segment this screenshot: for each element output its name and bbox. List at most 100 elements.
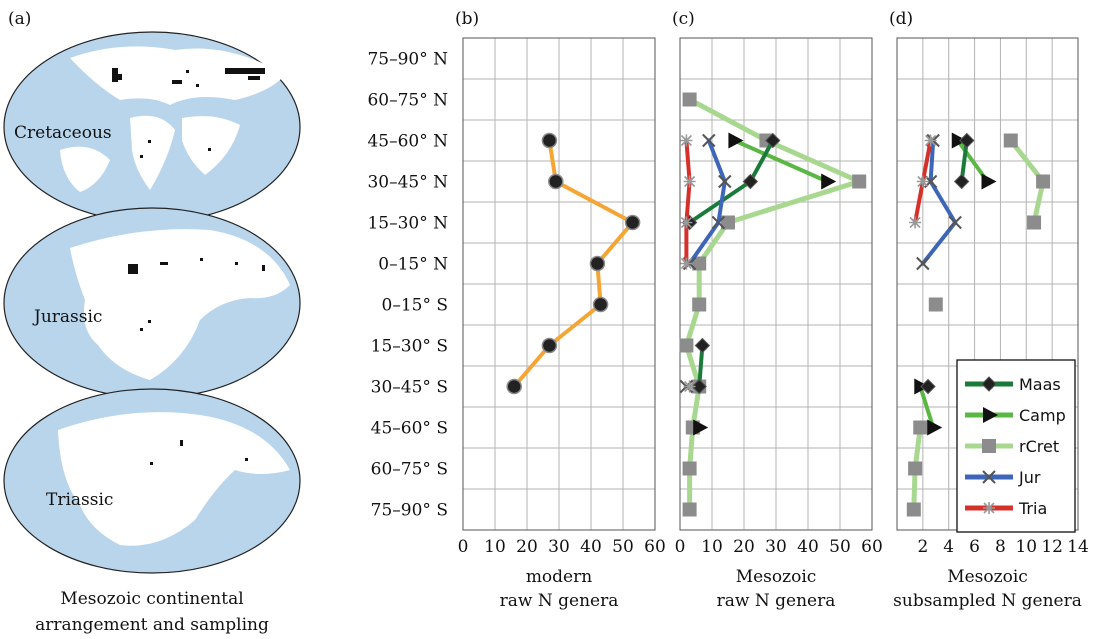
series-rcret xyxy=(906,133,1051,517)
series-line xyxy=(920,220,958,266)
panel-label: (b) xyxy=(455,9,479,29)
x-tick-label: 40 xyxy=(580,537,602,557)
fossil-localities xyxy=(112,68,265,158)
series-line xyxy=(706,138,727,184)
data-point xyxy=(916,256,930,271)
plot-frame xyxy=(462,37,656,531)
legend-entry-maas: Maas xyxy=(965,375,1061,394)
x-tick-label: 12 xyxy=(1041,537,1063,557)
data-point xyxy=(959,132,975,149)
series-line xyxy=(732,138,830,184)
series-camp xyxy=(914,132,997,436)
data-point xyxy=(920,378,936,395)
latitude-band-label: 75–90° S xyxy=(371,501,448,521)
x-tick-label: 0 xyxy=(458,537,469,557)
series-line xyxy=(763,138,862,184)
data-point xyxy=(692,297,707,312)
legend: Maas Camp rCret Jur Tria xyxy=(956,359,1076,533)
data-point xyxy=(682,461,697,476)
legend-entry-tria: Tria xyxy=(965,499,1047,518)
panel-a: (a) Cretaceous xyxy=(3,9,301,635)
x-axis-label: modern xyxy=(526,567,592,587)
data-point xyxy=(948,215,962,230)
x-tick-label: 60 xyxy=(861,537,883,557)
data-point xyxy=(548,173,564,190)
data-point xyxy=(742,173,759,190)
data-point xyxy=(1003,133,1018,148)
fossil-localities xyxy=(150,440,248,465)
legend-entry-camp: Camp xyxy=(965,406,1066,425)
x-tick-label: 60 xyxy=(644,537,666,557)
series-line xyxy=(928,179,958,225)
latitude-band-label: 30–45° N xyxy=(367,173,448,193)
data-point xyxy=(983,502,995,514)
data-point xyxy=(589,255,606,272)
x-axis-label: Mesozoic xyxy=(947,567,1028,587)
legend-entry-rcret: rCret xyxy=(965,437,1059,456)
series-line xyxy=(725,179,862,225)
latitude-band-label: 60–75° N xyxy=(367,91,448,111)
series-line xyxy=(595,220,635,266)
x-axis-label: subsampled N genera xyxy=(893,591,1082,611)
data-point xyxy=(953,173,970,190)
map-cretaceous: Cretaceous xyxy=(3,31,301,223)
data-point xyxy=(765,132,781,149)
latitude-axis: 75–90° N 60–75° N 45–60° N 30–45° N 15–30° N… xyxy=(367,50,448,521)
map-landmass xyxy=(182,116,240,175)
latitude-band-label: 75–90° N xyxy=(367,50,448,70)
panel-label: (d) xyxy=(889,9,913,29)
data-point xyxy=(683,175,696,188)
data-point xyxy=(906,502,921,517)
series-line xyxy=(553,179,635,225)
x-axis-label: raw N genera xyxy=(500,591,619,611)
data-point xyxy=(680,257,693,270)
data-point xyxy=(821,173,837,190)
series-line xyxy=(920,138,933,184)
data-point xyxy=(983,407,998,423)
data-point xyxy=(852,174,867,189)
data-point xyxy=(592,296,609,313)
x-tick-label: 20 xyxy=(516,537,538,557)
panel-a-label: (a) xyxy=(8,9,31,29)
data-point xyxy=(924,134,937,147)
data-point xyxy=(981,173,997,190)
map-landmass xyxy=(70,229,290,380)
data-point xyxy=(694,337,711,354)
map-landmass xyxy=(130,115,175,190)
data-point xyxy=(682,502,697,517)
data-point xyxy=(721,215,735,230)
series-line xyxy=(928,138,936,184)
map-triassic: Triassic xyxy=(3,388,301,574)
series-maas xyxy=(681,132,781,395)
panel-a-caption-line1: Mesozoic continental xyxy=(60,589,243,609)
data-point xyxy=(541,132,558,149)
map-landmass xyxy=(58,412,290,546)
series-line xyxy=(748,138,775,184)
map-label: Triassic xyxy=(46,490,113,510)
data-point xyxy=(982,470,996,484)
panel-b: (b) 0 10 20 30 40 50 60 modern raw N genera xyxy=(455,9,666,611)
data-point xyxy=(691,378,707,395)
legend-entry-jur: Jur xyxy=(965,468,1041,487)
x-tick-label: 8 xyxy=(995,537,1006,557)
x-tick-label: 50 xyxy=(612,537,634,557)
legend-label: Jur xyxy=(1018,468,1041,487)
series-line xyxy=(684,179,692,225)
series-modern xyxy=(506,132,641,395)
series-jur xyxy=(916,133,962,271)
map-landmass xyxy=(70,46,285,105)
series-line xyxy=(547,302,603,348)
legend-label: rCret xyxy=(1019,437,1059,456)
x-tick-label: 20 xyxy=(733,537,755,557)
map-landmass xyxy=(60,146,110,192)
map-label: Jurassic xyxy=(32,307,102,327)
legend-label: Camp xyxy=(1019,406,1066,425)
data-point xyxy=(981,376,997,392)
series-line xyxy=(918,384,936,430)
x-tick-label: 14 xyxy=(1067,537,1089,557)
latitude-band-label: 45–60° S xyxy=(371,419,448,439)
x-tick-label: 10 xyxy=(1015,537,1037,557)
series-line xyxy=(913,179,925,225)
latitude-band-label: 15–30° S xyxy=(371,337,448,357)
data-point xyxy=(1027,215,1042,230)
